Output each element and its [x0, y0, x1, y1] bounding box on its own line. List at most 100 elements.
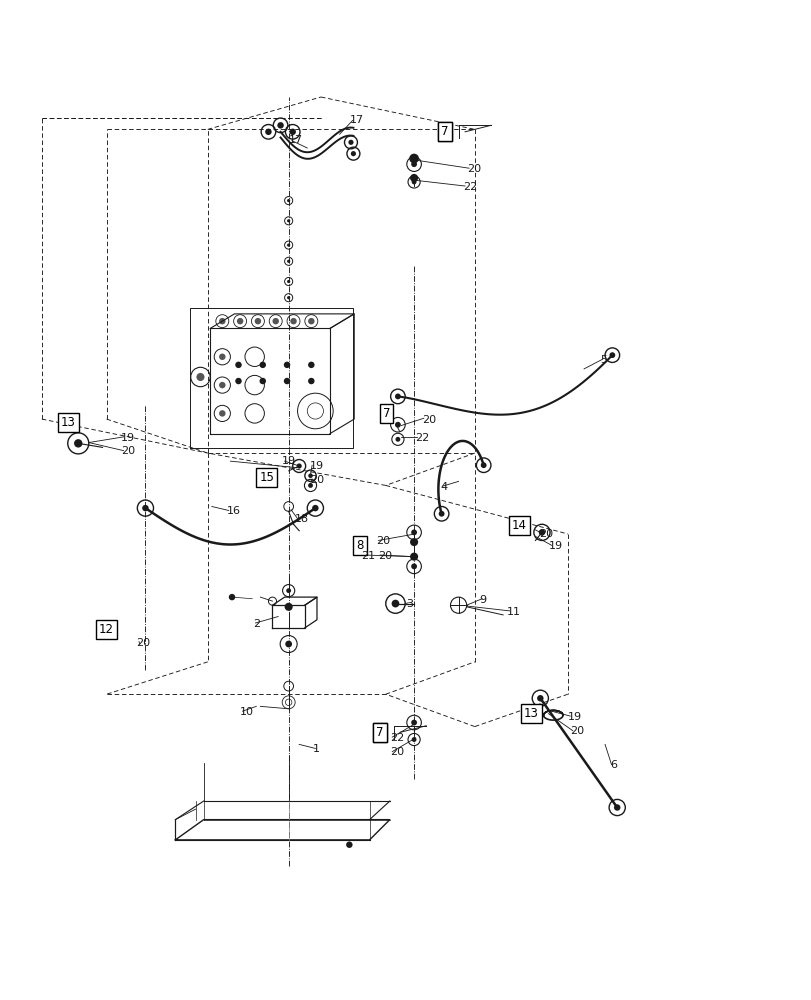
Circle shape	[255, 318, 261, 324]
Circle shape	[284, 362, 290, 368]
Circle shape	[229, 594, 235, 600]
Circle shape	[265, 129, 272, 135]
Text: 15: 15	[259, 471, 274, 484]
Circle shape	[394, 422, 401, 428]
Circle shape	[410, 174, 418, 182]
Circle shape	[411, 737, 416, 742]
Text: 14: 14	[511, 519, 526, 532]
Circle shape	[480, 462, 486, 468]
Text: 19: 19	[567, 712, 581, 722]
Circle shape	[609, 352, 615, 358]
Text: 7: 7	[440, 125, 448, 138]
Text: 20: 20	[375, 536, 390, 546]
Circle shape	[287, 243, 290, 247]
Circle shape	[308, 473, 312, 478]
Text: 17: 17	[349, 115, 363, 125]
Text: 9: 9	[479, 595, 486, 605]
Text: 13: 13	[523, 707, 539, 720]
Circle shape	[287, 219, 290, 222]
Text: 7: 7	[375, 726, 384, 739]
Circle shape	[410, 161, 417, 167]
Text: 22: 22	[414, 433, 429, 443]
Circle shape	[235, 362, 242, 368]
Text: 11: 11	[507, 607, 521, 617]
Text: 4: 4	[440, 482, 447, 492]
Circle shape	[235, 378, 242, 384]
Circle shape	[74, 439, 83, 448]
Circle shape	[410, 538, 418, 546]
Text: 7: 7	[440, 125, 448, 138]
Circle shape	[307, 318, 314, 324]
Circle shape	[409, 154, 418, 163]
Text: 19: 19	[548, 541, 563, 551]
Text: 20: 20	[377, 551, 392, 561]
Text: 6: 6	[609, 760, 616, 770]
Circle shape	[196, 373, 204, 381]
Text: 8: 8	[356, 539, 363, 552]
Text: 20: 20	[309, 475, 324, 485]
Text: 18: 18	[294, 514, 309, 524]
Circle shape	[536, 695, 543, 701]
Circle shape	[219, 410, 225, 417]
Circle shape	[410, 553, 418, 561]
Circle shape	[289, 129, 295, 135]
Circle shape	[411, 158, 416, 163]
Circle shape	[142, 505, 148, 511]
Text: 12: 12	[99, 623, 114, 636]
Text: 10: 10	[240, 707, 254, 717]
Circle shape	[438, 511, 444, 517]
Circle shape	[307, 378, 314, 384]
Circle shape	[277, 122, 284, 129]
Text: 7: 7	[375, 726, 384, 739]
Circle shape	[296, 463, 302, 469]
Circle shape	[613, 804, 620, 811]
Circle shape	[260, 378, 266, 384]
Circle shape	[394, 394, 401, 399]
Text: 20: 20	[389, 747, 403, 757]
Text: 13: 13	[61, 416, 76, 429]
Circle shape	[350, 151, 355, 156]
Circle shape	[395, 437, 400, 442]
Text: 22: 22	[389, 733, 404, 743]
Text: 2: 2	[253, 619, 260, 629]
Text: 20: 20	[136, 638, 151, 648]
Text: 7: 7	[382, 407, 390, 420]
Text: 16: 16	[226, 506, 240, 516]
Text: 19: 19	[281, 456, 295, 466]
Circle shape	[307, 483, 312, 488]
Text: 5: 5	[599, 355, 607, 365]
Circle shape	[272, 318, 279, 324]
Text: 1: 1	[312, 744, 320, 754]
Text: 21: 21	[360, 551, 375, 561]
Text: 20: 20	[467, 164, 481, 174]
Circle shape	[284, 378, 290, 384]
Circle shape	[348, 140, 353, 145]
Text: 19: 19	[121, 433, 135, 443]
Circle shape	[219, 318, 225, 324]
Circle shape	[287, 296, 290, 299]
Circle shape	[219, 354, 225, 360]
Circle shape	[260, 362, 266, 368]
Text: 20: 20	[422, 415, 436, 425]
Text: 17: 17	[288, 135, 303, 145]
Circle shape	[237, 318, 243, 324]
Circle shape	[410, 563, 417, 569]
Circle shape	[345, 841, 352, 848]
Text: 3: 3	[406, 599, 413, 609]
Circle shape	[287, 260, 290, 263]
Circle shape	[286, 588, 290, 593]
Circle shape	[287, 199, 290, 202]
Circle shape	[311, 505, 318, 511]
Circle shape	[307, 362, 314, 368]
Circle shape	[538, 529, 544, 536]
Text: 20: 20	[539, 529, 553, 539]
Circle shape	[391, 600, 399, 607]
Text: 20: 20	[121, 446, 135, 456]
Text: 19: 19	[309, 461, 324, 471]
Circle shape	[285, 603, 292, 611]
Text: 20: 20	[569, 726, 584, 736]
Circle shape	[410, 529, 417, 535]
Circle shape	[411, 180, 416, 184]
Circle shape	[290, 318, 296, 324]
Text: 22: 22	[462, 182, 476, 192]
